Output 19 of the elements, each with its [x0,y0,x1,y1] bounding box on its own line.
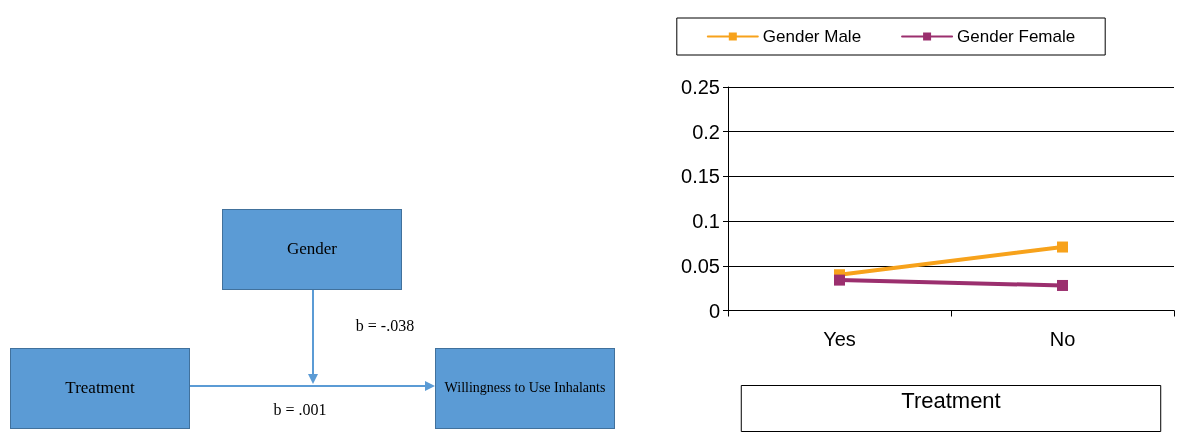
point [1057,241,1068,253]
y-tick-label: 0.15 [681,165,720,188]
y-tick-label: 0 [708,299,720,322]
legend-label: Gender Male [762,27,862,46]
y-tick-label: 0.05 [681,254,720,277]
y-tick-label: 0.1 [692,210,720,233]
text: Gender [286,238,338,261]
text: b = .001 [273,399,327,420]
x-tick-label: Yes [823,327,856,350]
y-tick-label: 0.25 [681,76,720,98]
legend-label: Gender Female [957,27,1076,46]
text: Treatment [65,377,135,400]
x-axis-title: Treatment [901,388,1001,413]
point [1057,279,1068,291]
x-tick-label: No [1049,327,1076,350]
point [834,274,845,286]
text: Willingness to Use Inhalants [444,379,606,398]
text: b = -.038 [355,315,415,336]
y-tick-label: 0.2 [692,120,720,143]
